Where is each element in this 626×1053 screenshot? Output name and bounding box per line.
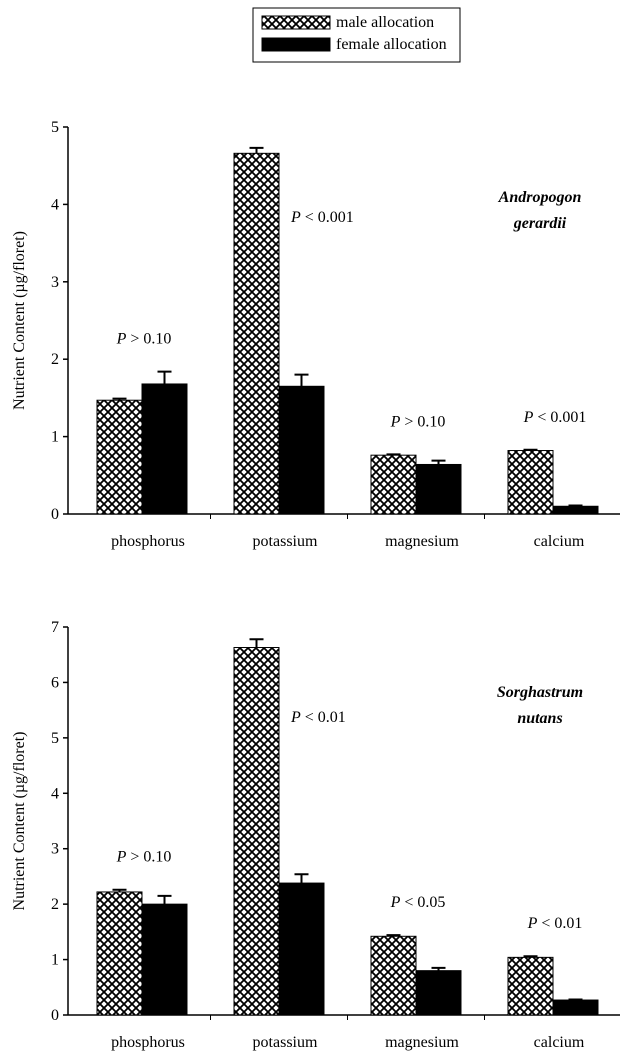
bar — [552, 505, 599, 515]
bar — [552, 999, 599, 1016]
bar — [233, 152, 280, 515]
legend-label: female allocation — [336, 36, 447, 53]
legend-swatch — [261, 37, 331, 52]
bar — [233, 647, 280, 1016]
x-tick-label: potassium — [253, 533, 318, 550]
bar — [415, 970, 462, 1016]
species-label: Andropogon — [498, 189, 582, 206]
p-value: P < 0.01 — [290, 709, 346, 726]
p-value: P > 0.10 — [116, 849, 172, 866]
bar — [141, 903, 188, 1016]
bar — [415, 463, 462, 515]
y-tick-label: 1 — [51, 429, 59, 446]
y-tick-label: 5 — [51, 730, 59, 747]
y-tick-label: 5 — [51, 119, 59, 136]
bar — [278, 385, 325, 515]
error-bar — [294, 373, 309, 387]
bar — [96, 891, 143, 1016]
species-label: Sorghastrum — [497, 684, 583, 701]
legend — [252, 7, 461, 63]
error-bar — [523, 955, 538, 958]
y-tick-label: 4 — [51, 196, 59, 213]
y-tick-label: 7 — [51, 619, 59, 636]
error-bar — [112, 397, 127, 401]
error-bar — [568, 504, 583, 507]
error-bar — [431, 459, 446, 465]
error-bar — [157, 894, 172, 905]
error-bar — [249, 146, 264, 154]
p-value: P < 0.001 — [523, 409, 587, 426]
p-value: P < 0.05 — [390, 894, 446, 911]
y-axis-label: Nutrient Content (µg/floret) — [11, 732, 28, 911]
y-tick-label: 1 — [51, 952, 59, 969]
x-tick-label: calcium — [534, 1034, 585, 1051]
y-tick-label: 6 — [51, 674, 59, 691]
y-tick-label: 2 — [51, 896, 59, 913]
x-tick-label: potassium — [253, 1034, 318, 1051]
error-bar — [386, 934, 401, 937]
legend-swatch — [261, 15, 331, 30]
legend-box — [252, 7, 461, 63]
x-tick-label: magnesium — [385, 533, 459, 550]
p-value: P < 0.01 — [527, 915, 583, 932]
bar — [507, 450, 554, 515]
bar — [370, 935, 417, 1016]
error-bar — [523, 448, 538, 451]
p-value: P < 0.001 — [290, 209, 354, 226]
y-tick-label: 4 — [51, 785, 59, 802]
species-label: nutans — [517, 710, 562, 727]
bar — [370, 454, 417, 515]
x-tick-label: calcium — [534, 533, 585, 550]
bar — [507, 956, 554, 1016]
y-tick-label: 3 — [51, 274, 59, 291]
x-tick-label: phosphorus — [111, 533, 185, 550]
p-value: P > 0.10 — [116, 331, 172, 348]
error-bar — [294, 873, 309, 884]
error-bar — [157, 370, 172, 384]
error-bar — [112, 888, 127, 892]
y-tick-label: 3 — [51, 841, 59, 858]
error-bar — [568, 998, 583, 1001]
x-tick-label: magnesium — [385, 1034, 459, 1051]
error-bar — [386, 453, 401, 456]
legend-label: male allocation — [336, 14, 434, 31]
x-tick-label: phosphorus — [111, 1034, 185, 1051]
y-axis-label: Nutrient Content (µg/floret) — [11, 231, 28, 410]
bar — [278, 882, 325, 1016]
y-tick-label: 2 — [51, 351, 59, 368]
p-value: P > 0.10 — [390, 413, 446, 430]
error-bar — [249, 638, 264, 648]
bar — [141, 383, 188, 515]
species-label: gerardii — [513, 215, 567, 232]
bar — [96, 399, 143, 515]
error-bar — [431, 966, 446, 971]
y-tick-label: 0 — [51, 506, 59, 523]
y-tick-label: 0 — [51, 1007, 59, 1024]
